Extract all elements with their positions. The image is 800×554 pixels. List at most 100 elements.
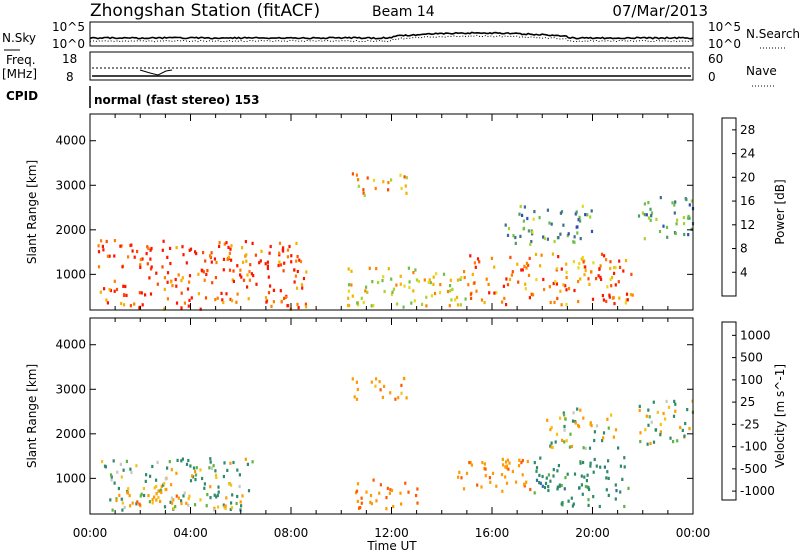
- power-cell: [230, 258, 233, 262]
- velocity-cell: [615, 489, 618, 493]
- power-cell: [293, 280, 296, 284]
- velocity-cell: [177, 496, 180, 500]
- velocity-cell: [172, 498, 175, 502]
- power-cell: [119, 244, 122, 248]
- noise-panel-frame: [89, 21, 694, 47]
- power-cell: [235, 300, 238, 304]
- power-cell: [524, 282, 527, 286]
- power-cell: [675, 222, 678, 226]
- velocity-cell: [375, 499, 378, 503]
- velocity-cell: [564, 417, 567, 421]
- velocity-cell: [565, 439, 568, 443]
- power-cell: [97, 265, 101, 269]
- power-cell: [181, 276, 184, 280]
- velocity-cell: [603, 465, 606, 469]
- power-cell: [433, 291, 437, 296]
- velocity-cell: [369, 500, 372, 504]
- velocity-cell: [614, 497, 617, 501]
- velocity-cell: [505, 481, 509, 485]
- power-cell: [543, 287, 546, 292]
- power-cell: [464, 297, 467, 301]
- velocity-cell: [187, 458, 190, 463]
- velocity-cell: [673, 399, 676, 403]
- power-cell: [610, 276, 614, 280]
- power-cell: [268, 251, 271, 255]
- power-cell: [647, 216, 651, 220]
- power-cell: [595, 277, 598, 281]
- velocity-cell: [365, 490, 368, 494]
- power-cell: [295, 286, 299, 290]
- power-cell: [542, 277, 545, 282]
- power-cell: [171, 284, 174, 288]
- power-cell: [103, 287, 106, 291]
- velocity-cell: [547, 484, 550, 489]
- velocity-cell: [517, 464, 521, 468]
- velocity-cell: [504, 465, 507, 469]
- power-cell: [350, 283, 353, 287]
- velocity-cell: [607, 459, 610, 463]
- power-cell: [530, 240, 533, 244]
- velocity-cell: [683, 434, 686, 438]
- power-cell: [549, 300, 552, 305]
- velocity-cell: [399, 491, 402, 495]
- velocity-cell: [188, 494, 191, 498]
- power-cell: [676, 218, 679, 222]
- velocity-cell: [552, 474, 555, 478]
- power-cell: [666, 235, 669, 239]
- colorbar-tick-label: 20: [740, 170, 755, 184]
- power-cell: [408, 285, 411, 290]
- nave-tick-top: 60: [708, 52, 723, 66]
- power-cell: [381, 279, 384, 283]
- power-cell: [245, 253, 248, 257]
- velocity-cell: [584, 484, 587, 489]
- velocity-cell: [375, 377, 378, 381]
- velocity-cell: [116, 470, 119, 474]
- velocity-cell: [589, 421, 592, 425]
- velocity-cell: [554, 440, 557, 444]
- power-cell: [613, 271, 616, 275]
- power-cell: [357, 178, 360, 182]
- power-cell: [567, 287, 571, 291]
- power-cell: [214, 298, 217, 302]
- velocity-cell: [654, 428, 658, 432]
- power-cell: [282, 249, 285, 253]
- velocity-cell: [476, 483, 479, 487]
- power-cell: [524, 287, 527, 291]
- velocity-cell: [560, 483, 563, 488]
- power-cell: [362, 191, 365, 195]
- power-cell: [475, 289, 478, 293]
- power-cell: [556, 267, 559, 271]
- velocity-cell: [239, 508, 242, 512]
- colorbar-tick-label: 12: [740, 218, 755, 232]
- velocity-cell: [388, 491, 391, 495]
- velocity-cell: [157, 495, 160, 500]
- velocity-cell: [582, 446, 585, 450]
- velocity-cell: [175, 471, 178, 475]
- power-cell: [525, 261, 528, 265]
- power-cell: [214, 276, 217, 280]
- velocity-cell: [117, 486, 120, 491]
- power-cell: [187, 304, 190, 308]
- power-cell: [530, 292, 533, 296]
- power-cell: [161, 248, 164, 252]
- velocity-cell: [213, 493, 216, 497]
- power-cell: [150, 246, 153, 251]
- power-cell: [577, 218, 580, 222]
- power-cell: [579, 219, 582, 223]
- power-cell: [476, 257, 480, 261]
- power-cell: [236, 292, 239, 296]
- power-cell: [223, 242, 226, 246]
- power-cell: [405, 176, 408, 180]
- power-cell: [247, 297, 250, 301]
- power-cell: [485, 277, 488, 281]
- power-cell: [241, 260, 245, 264]
- velocity-cell: [521, 473, 524, 477]
- power-cell: [584, 213, 587, 217]
- power-cell: [227, 255, 230, 259]
- velocity-cell: [582, 416, 585, 420]
- power-cell: [509, 255, 512, 259]
- power-cell: [280, 299, 283, 303]
- power-cell: [449, 284, 452, 288]
- velocity-cell: [404, 481, 407, 485]
- velocity-cell: [191, 474, 194, 478]
